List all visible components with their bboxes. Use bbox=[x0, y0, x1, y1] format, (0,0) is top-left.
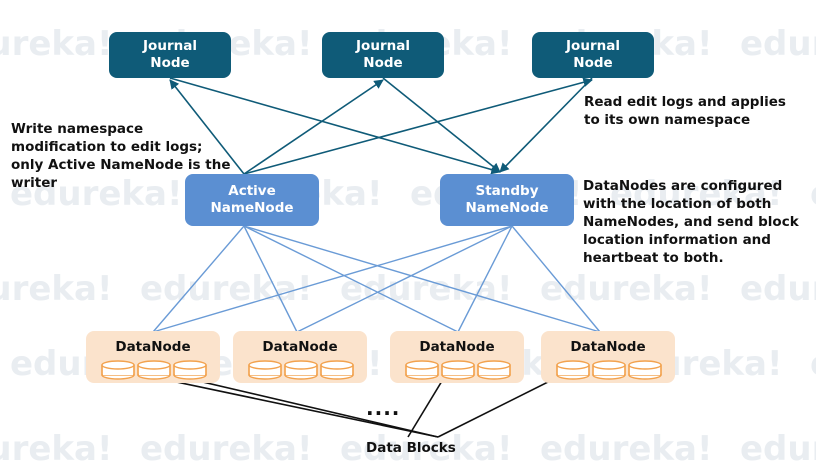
note-line: to its own namespace bbox=[584, 112, 751, 128]
note-line: only Active NameNode is the bbox=[11, 157, 231, 173]
heartbeat-link bbox=[243, 225, 601, 333]
journal-node-3-line2: Node bbox=[573, 55, 613, 71]
active-namenode-line2: NameNode bbox=[210, 200, 294, 216]
disk-icon bbox=[173, 360, 207, 380]
disk-stack-icon bbox=[101, 360, 207, 380]
block-link bbox=[437, 375, 561, 438]
disk-icon bbox=[441, 360, 475, 380]
read-link bbox=[499, 77, 593, 173]
journal-node-2-line2: Node bbox=[363, 55, 403, 71]
heartbeat-link bbox=[243, 225, 459, 333]
watermark-text: edureka! bbox=[0, 429, 113, 467]
note-line: location information and bbox=[583, 232, 771, 248]
note-line: modification to edit logs; bbox=[11, 139, 203, 155]
heartbeat-link bbox=[296, 225, 513, 333]
write-link bbox=[243, 77, 593, 175]
disk-icon bbox=[320, 360, 354, 380]
watermark-text: edureka! bbox=[140, 429, 313, 467]
journal-node-1-line1: Journal bbox=[143, 38, 197, 54]
note-line: writer bbox=[11, 175, 58, 191]
active-namenode-line1: Active bbox=[228, 183, 276, 199]
journal-node-1-line2: Node bbox=[150, 55, 190, 71]
data-blocks-label: Data Blocks bbox=[366, 440, 456, 456]
datanode-2-label: DataNode bbox=[262, 339, 338, 355]
watermark-text: edureka! bbox=[0, 24, 113, 64]
datanode-2: DataNode bbox=[233, 331, 367, 383]
watermark-text: edureka! bbox=[810, 344, 816, 384]
disk-icon bbox=[592, 360, 626, 380]
journal-node-3-line1: Journal bbox=[566, 38, 620, 54]
disk-stack-icon bbox=[556, 360, 662, 380]
datanode-1-label: DataNode bbox=[115, 339, 191, 355]
datanode-4: DataNode bbox=[541, 331, 675, 383]
journal-node-2-line1: Journal bbox=[356, 38, 410, 54]
watermark-text: edureka! bbox=[740, 24, 816, 64]
datanode-3: DataNode bbox=[390, 331, 524, 383]
disk-stack-icon bbox=[248, 360, 354, 380]
watermark-text: edureka! bbox=[740, 429, 816, 467]
standby-namenode-line1: Standby bbox=[475, 183, 539, 199]
watermark-text: edureka! bbox=[10, 174, 183, 214]
disk-icon bbox=[248, 360, 282, 380]
disk-icon bbox=[137, 360, 171, 380]
disk-icon bbox=[405, 360, 439, 380]
standby-namenode-line2: NameNode bbox=[465, 200, 549, 216]
disk-icon bbox=[284, 360, 318, 380]
watermark-text: edureka! bbox=[610, 174, 783, 214]
note-standby-reads: Read edit logs and applies to its own na… bbox=[584, 93, 786, 129]
write-link bbox=[169, 79, 245, 175]
heartbeat-link bbox=[243, 225, 298, 333]
note-line: Read edit logs and applies bbox=[584, 94, 786, 110]
datanode-3-label: DataNode bbox=[419, 339, 495, 355]
disk-icon bbox=[477, 360, 511, 380]
note-line: NameNodes, and send block bbox=[583, 214, 799, 230]
watermark-text: edureka! bbox=[540, 429, 713, 467]
watermark-text: edureka! bbox=[340, 269, 513, 309]
note-active-writer: Write namespace modification to edit log… bbox=[11, 120, 231, 192]
standby-namenode: Standby NameNode bbox=[440, 174, 574, 226]
note-datanode-config: DataNodes are configured with the locati… bbox=[583, 177, 799, 267]
journal-node-1: Journal Node bbox=[109, 32, 231, 78]
write-link bbox=[243, 79, 384, 175]
watermark-text: edureka! bbox=[540, 269, 713, 309]
disk-icon bbox=[101, 360, 135, 380]
watermark-text: edureka! bbox=[740, 269, 816, 309]
heartbeat-link bbox=[511, 225, 601, 333]
note-line: with the location of both bbox=[583, 196, 772, 212]
watermark-text: edureka! bbox=[140, 269, 313, 309]
read-link bbox=[169, 77, 501, 175]
note-line: heartbeat to both. bbox=[583, 250, 724, 266]
disk-stack-icon bbox=[405, 360, 511, 380]
active-namenode: Active NameNode bbox=[185, 174, 319, 226]
block-link bbox=[407, 375, 446, 438]
note-line: Write namespace bbox=[11, 121, 144, 137]
journal-node-2: Journal Node bbox=[322, 32, 444, 78]
disk-icon bbox=[556, 360, 590, 380]
journal-node-3: Journal Node bbox=[532, 32, 654, 78]
note-line: DataNodes are configured bbox=[583, 178, 783, 194]
heartbeat-link bbox=[152, 225, 245, 333]
datanode-4-label: DataNode bbox=[570, 339, 646, 355]
ellipsis: .... bbox=[366, 396, 401, 420]
disk-icon bbox=[628, 360, 662, 380]
heartbeat-link bbox=[457, 225, 513, 333]
heartbeat-link bbox=[152, 225, 513, 333]
read-link bbox=[382, 77, 501, 173]
watermark-text: edureka! bbox=[0, 269, 113, 309]
datanode-1: DataNode bbox=[86, 331, 220, 383]
watermark-text: edureka! bbox=[810, 174, 816, 214]
